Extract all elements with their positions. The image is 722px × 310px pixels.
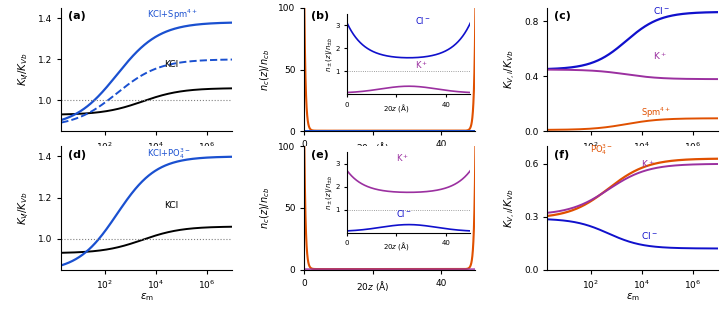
X-axis label: $\varepsilon_{\rm m}$: $\varepsilon_{\rm m}$ xyxy=(140,291,154,303)
Text: (b): (b) xyxy=(311,11,329,21)
X-axis label: $\varepsilon_{\rm m}$: $\varepsilon_{\rm m}$ xyxy=(626,153,640,165)
Text: PO$_4^{3-}$: PO$_4^{3-}$ xyxy=(590,142,613,157)
Text: (c): (c) xyxy=(554,11,571,21)
Text: Cl$^-$: Cl$^-$ xyxy=(641,230,658,241)
X-axis label: $\varepsilon_{\rm m}$: $\varepsilon_{\rm m}$ xyxy=(140,153,154,165)
Text: Cl$^-$: Cl$^-$ xyxy=(653,5,670,16)
Text: KCl+Spm$^{4+}$: KCl+Spm$^{4+}$ xyxy=(147,7,198,22)
Text: (a): (a) xyxy=(68,11,86,21)
Y-axis label: $K_{V\!\!/}/K_{Vb}$: $K_{V\!\!/}/K_{Vb}$ xyxy=(17,191,32,225)
Y-axis label: $K_{V,i}/K_{Vb}$: $K_{V,i}/K_{Vb}$ xyxy=(503,50,518,89)
Text: K$^+$: K$^+$ xyxy=(641,159,656,170)
Text: K$^+$: K$^+$ xyxy=(653,50,667,62)
Y-axis label: $K_{V\!\!/}/K_{Vb}$: $K_{V\!\!/}/K_{Vb}$ xyxy=(17,53,32,86)
Text: KCl: KCl xyxy=(164,60,178,69)
Text: (e): (e) xyxy=(311,150,329,160)
X-axis label: $\varepsilon_{\rm m}$: $\varepsilon_{\rm m}$ xyxy=(626,291,640,303)
Text: (f): (f) xyxy=(554,150,570,160)
Y-axis label: $n_c(z)/n_{cb}$: $n_c(z)/n_{cb}$ xyxy=(259,187,272,229)
Text: KCl+PO$_4^{3-}$: KCl+PO$_4^{3-}$ xyxy=(147,146,191,161)
Text: KCl: KCl xyxy=(164,201,178,210)
Text: Spm$^{4+}$: Spm$^{4+}$ xyxy=(641,106,671,121)
Y-axis label: $n_c(z)/n_{cb}$: $n_c(z)/n_{cb}$ xyxy=(259,48,272,91)
Text: (d): (d) xyxy=(68,150,87,160)
Y-axis label: $K_{V,i}/K_{Vb}$: $K_{V,i}/K_{Vb}$ xyxy=(503,188,518,228)
